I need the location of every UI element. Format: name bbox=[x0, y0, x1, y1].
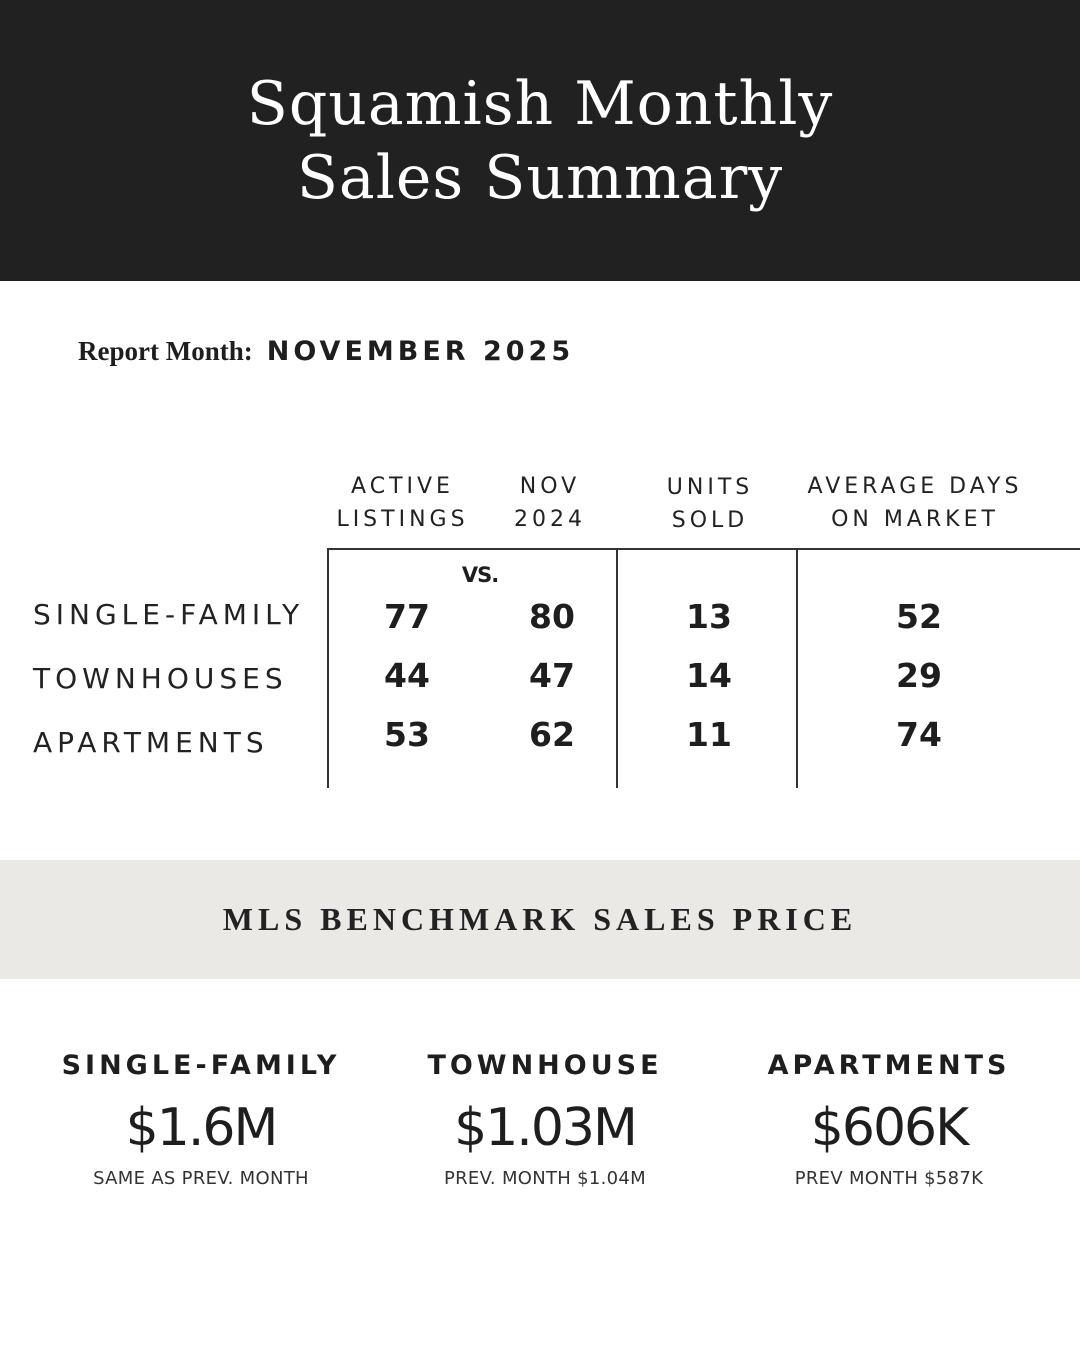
column-header-active-listings: ACTIVE LISTINGS bbox=[330, 470, 475, 536]
active-listings-value: 44 bbox=[384, 656, 430, 695]
nov-2024-value: 47 bbox=[529, 656, 575, 695]
units-sold-value: 13 bbox=[686, 597, 732, 636]
benchmark-type: TOWNHOUSE bbox=[427, 1050, 663, 1081]
row-label-single-family: SINGLE-FAMILY bbox=[33, 598, 305, 631]
units-sold-value: 14 bbox=[686, 656, 732, 695]
column-header-line: ACTIVE bbox=[351, 474, 454, 499]
nov-2024-value: 80 bbox=[529, 597, 575, 636]
row-label-apartments: APARTMENTS bbox=[33, 726, 269, 759]
benchmark-type: SINGLE-FAMILY bbox=[61, 1050, 341, 1081]
column-header-line: NOV bbox=[519, 474, 581, 499]
benchmark-title: MLS BENCHMARK SALES PRICE bbox=[222, 901, 858, 937]
column-header-line: AVERAGE DAYS bbox=[807, 474, 1023, 499]
report-month: Report Month: NOVEMBER 2025 bbox=[78, 336, 574, 367]
column-header-line: LISTINGS bbox=[336, 507, 469, 532]
column-header-line: 2024 bbox=[514, 507, 586, 532]
active-listings-value: 77 bbox=[384, 597, 430, 636]
header-banner: Squamish Monthly Sales Summary bbox=[0, 0, 1080, 281]
table-column-divider bbox=[327, 548, 329, 788]
column-header-nov-2024: NOV 2024 bbox=[500, 470, 600, 536]
table-header-divider bbox=[328, 548, 1080, 550]
benchmark-note: PREV. MONTH $1.04M bbox=[443, 1168, 647, 1189]
benchmark-single-family: SINGLE-FAMILY $1.6M SAME AS PREV. MONTH bbox=[21, 1050, 381, 1189]
table-column-divider bbox=[796, 548, 798, 788]
benchmark-price: $606K bbox=[810, 1098, 969, 1158]
benchmark-note: SAME AS PREV. MONTH bbox=[93, 1168, 309, 1189]
column-header-line: UNITS bbox=[666, 475, 754, 500]
report-month-value: NOVEMBER 2025 bbox=[266, 336, 575, 367]
average-days-value: 74 bbox=[896, 715, 942, 754]
column-header-line: SOLD bbox=[671, 508, 749, 533]
benchmark-price: $1.6M bbox=[125, 1098, 279, 1158]
benchmark-note: PREV MONTH $587K bbox=[794, 1168, 984, 1189]
units-sold-value: 11 bbox=[686, 715, 732, 754]
report-month-label: Report Month: bbox=[78, 336, 253, 366]
vs-label: VS. bbox=[461, 563, 499, 587]
row-label-townhouses: TOWNHOUSES bbox=[33, 662, 288, 695]
table-column-divider bbox=[616, 548, 618, 788]
benchmark-price: $1.03M bbox=[454, 1098, 638, 1158]
column-header-average-days-on-market: AVERAGE DAYS ON MARKET bbox=[790, 470, 1040, 536]
average-days-value: 52 bbox=[896, 597, 942, 636]
benchmark-apartments: APARTMENTS $606K PREV MONTH $587K bbox=[709, 1050, 1069, 1189]
active-listings-value: 53 bbox=[384, 715, 430, 754]
page-title-line-1: Squamish Monthly bbox=[246, 68, 834, 139]
column-header-units-sold: UNITS SOLD bbox=[650, 471, 770, 537]
benchmark-townhouse: TOWNHOUSE $1.03M PREV. MONTH $1.04M bbox=[365, 1050, 725, 1189]
nov-2024-value: 62 bbox=[529, 715, 575, 754]
average-days-value: 29 bbox=[896, 656, 942, 695]
column-header-line: ON MARKET bbox=[831, 507, 999, 532]
page-title-line-2: Sales Summary bbox=[296, 142, 784, 213]
benchmark-band: MLS BENCHMARK SALES PRICE bbox=[0, 860, 1080, 979]
benchmark-type: APARTMENTS bbox=[767, 1050, 1011, 1081]
